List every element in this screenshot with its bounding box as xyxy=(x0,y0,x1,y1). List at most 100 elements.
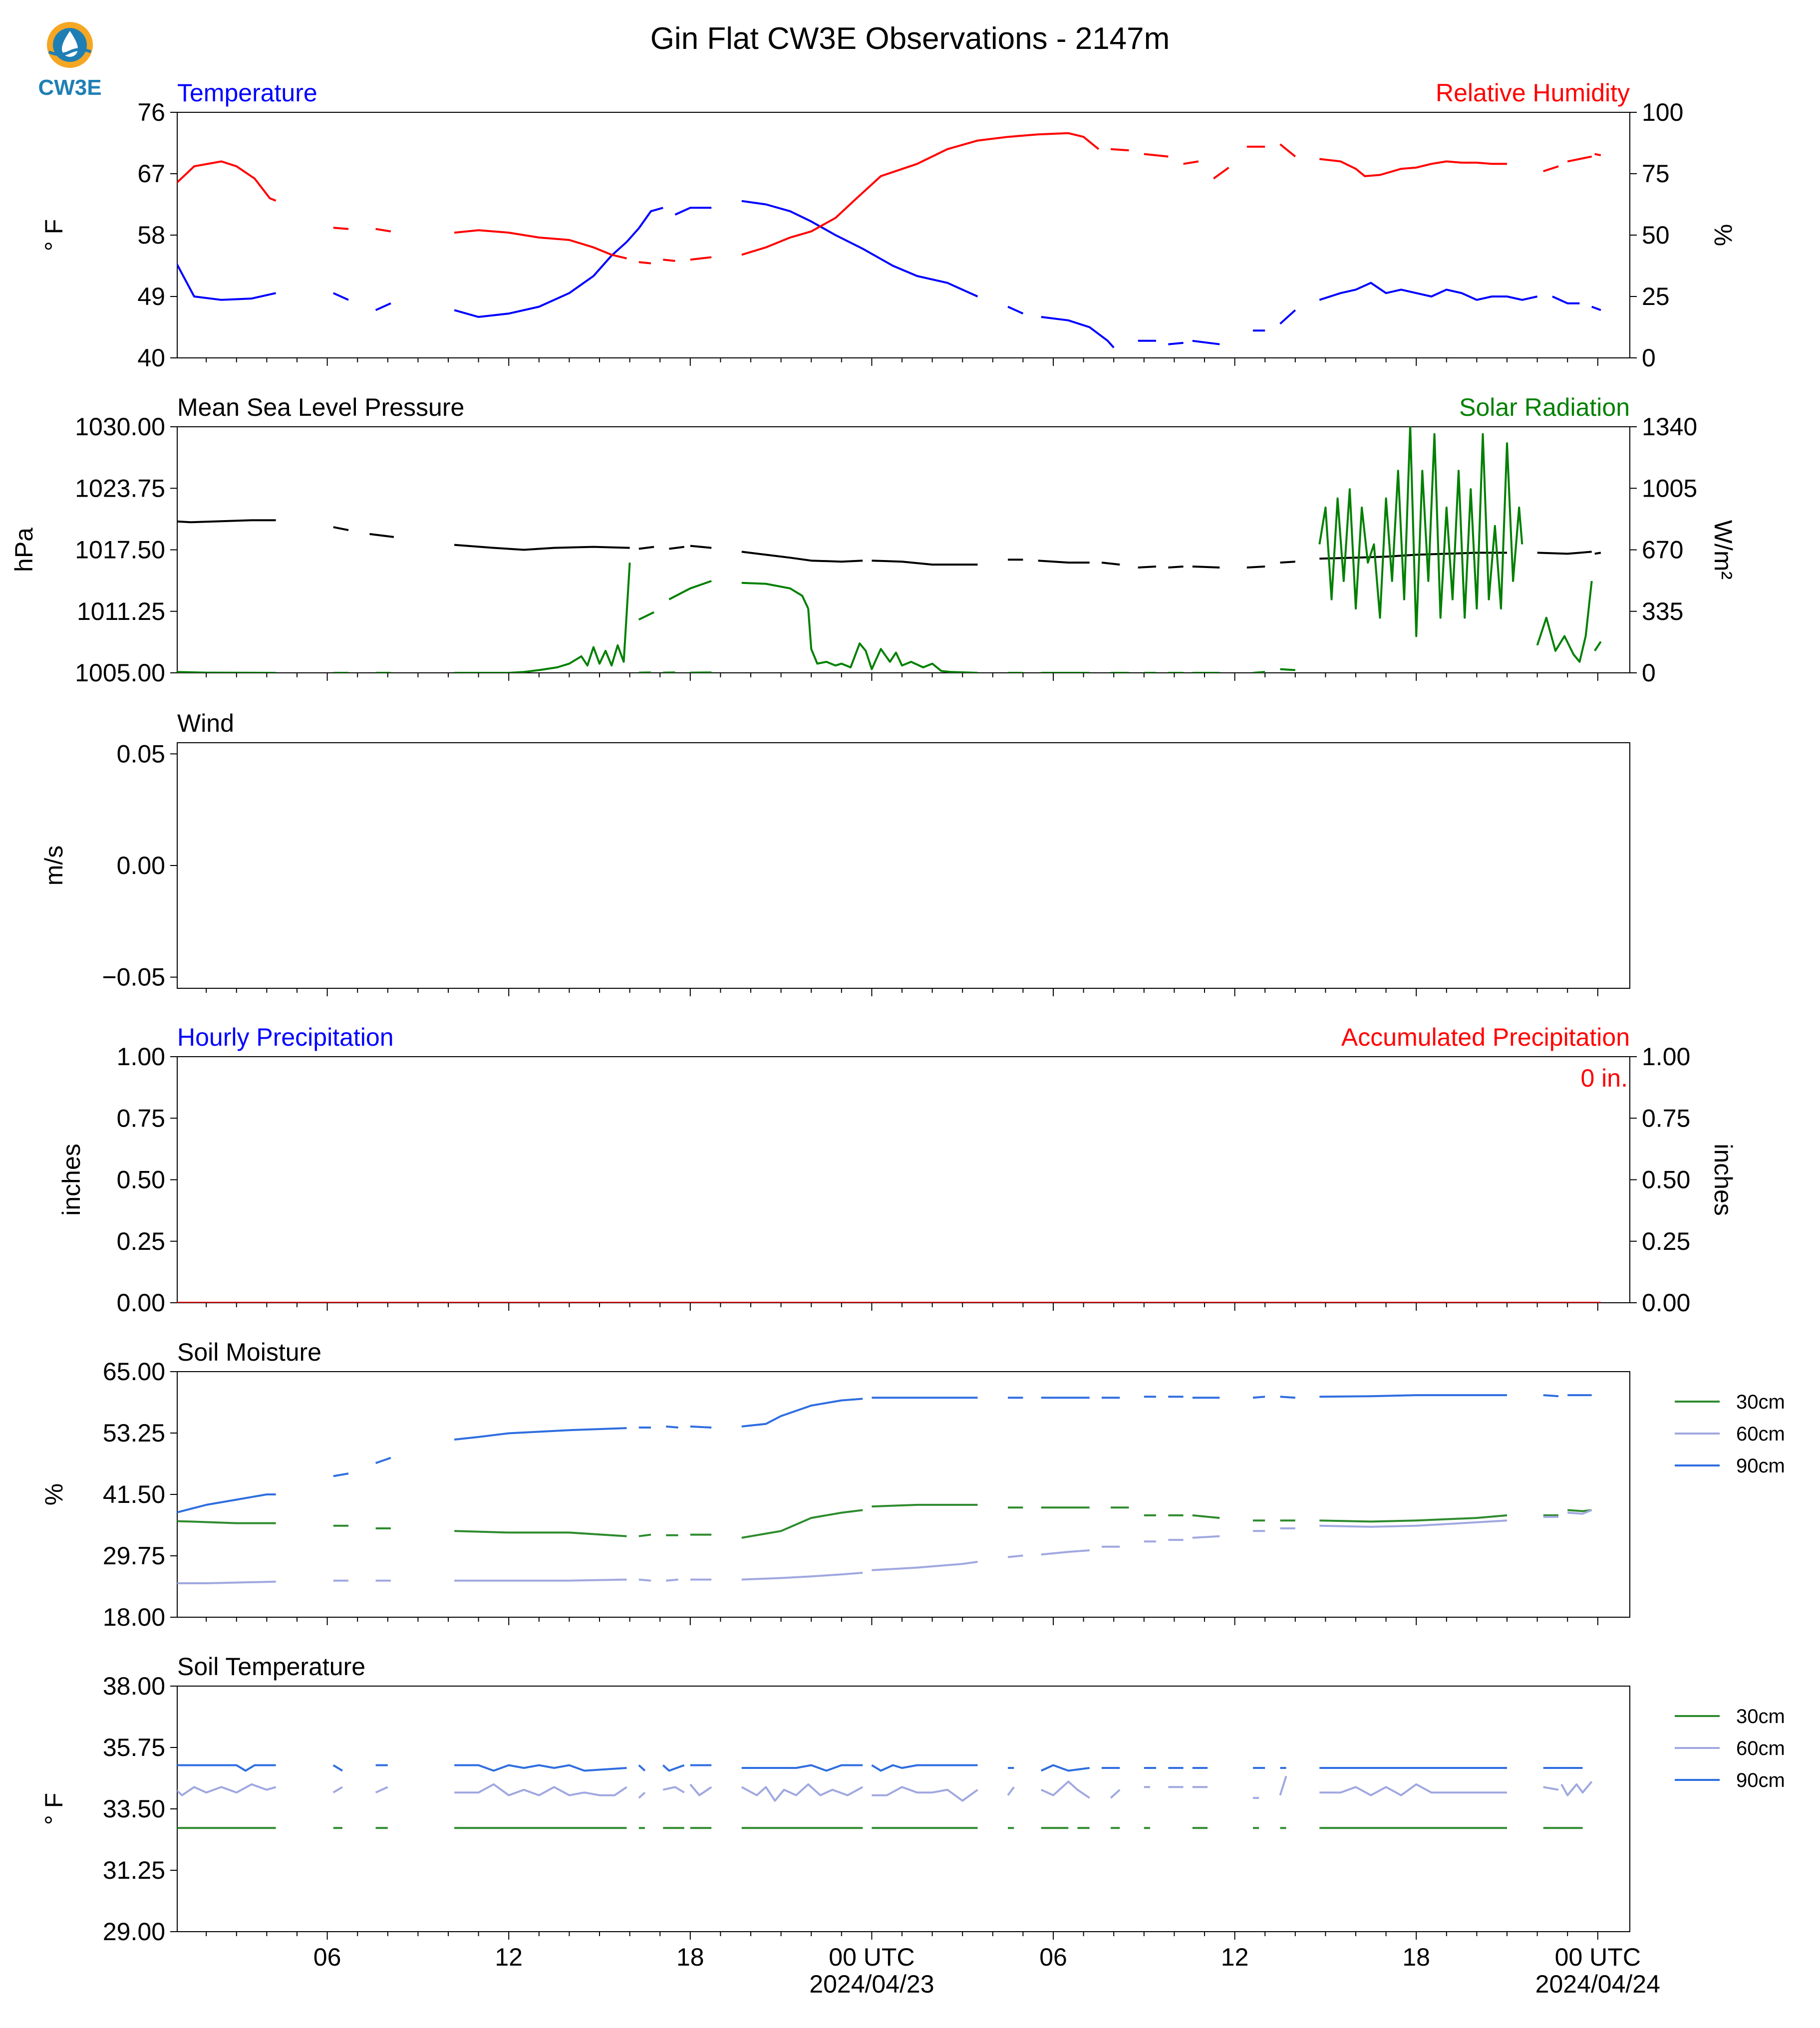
plot-frame xyxy=(177,742,1630,989)
legend-label: 60cm xyxy=(1736,1423,1785,1445)
xtick-label: 00 UTC xyxy=(1555,1943,1641,1971)
series-line-1 xyxy=(177,1580,276,1584)
series-line-1 xyxy=(454,1578,627,1582)
series-line-1 xyxy=(690,256,712,261)
y2tick-label: 0.75 xyxy=(1642,1104,1690,1132)
ytick-label: 0.50 xyxy=(117,1166,165,1194)
panels-group: Temperature Relative Humidity 40 49 58 67 76 ° … xyxy=(10,79,1785,1998)
ytick-label: 76 xyxy=(137,98,165,126)
series-line-0 xyxy=(638,1533,651,1537)
y2tick-label: 670 xyxy=(1642,536,1683,564)
series-line-2 xyxy=(690,1425,712,1429)
series-line-2 xyxy=(1543,1394,1559,1398)
series-line-0 xyxy=(1591,305,1601,311)
series-line-1 xyxy=(375,228,391,233)
panel-title-right: Relative Humidity xyxy=(1436,79,1630,107)
ytick-label: 0.00 xyxy=(117,852,165,879)
panel-title-right: Accumulated Precipitation xyxy=(1341,1023,1630,1051)
ytick-label: 49 xyxy=(137,283,165,310)
series-line-1 xyxy=(177,671,276,673)
series-line-1 xyxy=(1318,427,1523,637)
series-line-2 xyxy=(177,1493,276,1514)
series-line-0 xyxy=(1279,309,1296,325)
series-line-0 xyxy=(669,546,684,550)
series-line-1 xyxy=(1543,1786,1559,1791)
series-line-0 xyxy=(1319,552,1507,560)
series-line-1 xyxy=(454,229,627,260)
y2tick-label: 1340 xyxy=(1642,413,1697,441)
ytick-label: 65.00 xyxy=(103,1358,165,1386)
series-line-1 xyxy=(663,259,675,262)
series-line-1 xyxy=(1594,153,1601,157)
ytick-label: 18.00 xyxy=(103,1603,165,1631)
series-line-2 xyxy=(375,1456,391,1464)
ytick-label: 0.25 xyxy=(117,1227,165,1255)
y2tick-label: 0 xyxy=(1642,659,1656,687)
series-line-2 xyxy=(638,1764,646,1771)
series-line-1 xyxy=(1040,1780,1090,1799)
ytick-label: 1023.75 xyxy=(75,474,165,502)
series-line-1 xyxy=(741,1572,863,1581)
panel-title-left: Soil Moisture xyxy=(177,1338,321,1366)
panel-title-left: Wind xyxy=(177,709,234,737)
series-line-0 xyxy=(1192,339,1220,345)
legend-label: 30cm xyxy=(1736,1391,1785,1413)
ytick-label: 1030.00 xyxy=(75,413,165,441)
series-line-1 xyxy=(454,563,631,673)
legend-label: 90cm xyxy=(1736,1455,1785,1477)
series-line-2 xyxy=(666,1425,678,1429)
ylabel-right: inches xyxy=(1709,1144,1737,1216)
panel-wind: Wind −0.05 0.00 0.05 m/s xyxy=(40,709,1630,996)
series-line-1 xyxy=(1252,671,1265,673)
series-line-2 xyxy=(741,1764,863,1772)
series-line-0 xyxy=(674,207,712,216)
series-line-0 xyxy=(177,262,277,301)
ylabel-left: % xyxy=(40,1483,68,1505)
series-line-0 xyxy=(454,544,630,551)
series-line-0 xyxy=(1192,1514,1220,1519)
series-line-1 xyxy=(1319,158,1507,177)
series-line-0 xyxy=(375,302,391,311)
series-line-1 xyxy=(332,1786,343,1793)
series-line-1 xyxy=(1041,1549,1090,1556)
series-line-2 xyxy=(454,1427,627,1441)
ytick-label: 40 xyxy=(137,344,165,372)
series-line-1 xyxy=(807,608,978,673)
plot-frame xyxy=(177,1686,1630,1932)
series-line-2 xyxy=(332,1764,343,1772)
series-line-1 xyxy=(1319,1783,1507,1796)
ytick-label: 1005.00 xyxy=(75,659,165,687)
xtick-label: 06 xyxy=(313,1943,341,1971)
series-line-0 xyxy=(741,200,978,297)
ytick-label: 1011.25 xyxy=(77,597,165,625)
panel-title-left: Temperature xyxy=(177,79,317,107)
ytick-label: 0.00 xyxy=(117,1289,165,1317)
series-line-0 xyxy=(1138,566,1157,569)
series-line-1 xyxy=(375,1786,388,1794)
cw3e-logo: CW3E xyxy=(38,22,102,100)
series-line-1 xyxy=(1567,155,1592,163)
series-line-2 xyxy=(177,1764,276,1772)
ytick-label: 67 xyxy=(137,160,165,188)
y2tick-label: 25 xyxy=(1642,283,1670,310)
series-line-0 xyxy=(1007,305,1024,315)
panel-soil_moisture: Soil Moisture 18.00 29.75 41.50 53.25 65.00% 3… xyxy=(40,1338,1785,1631)
series-line-0 xyxy=(741,551,863,563)
y2tick-label: 75 xyxy=(1642,160,1670,188)
series-line-1 xyxy=(1183,160,1199,165)
series-line-0 xyxy=(369,533,394,538)
series-line-1 xyxy=(668,580,712,600)
series-line-1 xyxy=(454,1783,627,1796)
ylabel-left: inches xyxy=(57,1144,85,1216)
series-line-1 xyxy=(1560,1781,1593,1796)
series-line-1 xyxy=(1567,1509,1592,1515)
series-line-0 xyxy=(177,1520,276,1524)
ytick-label: 29.75 xyxy=(103,1542,165,1570)
precip-total-label: 0 in. xyxy=(1580,1064,1628,1092)
ytick-label: 1.00 xyxy=(117,1043,165,1071)
ytick-label: 58 xyxy=(137,221,165,249)
series-line-2 xyxy=(333,1472,349,1477)
series-line-0 xyxy=(1319,282,1538,301)
series-line-1 xyxy=(1280,668,1295,671)
